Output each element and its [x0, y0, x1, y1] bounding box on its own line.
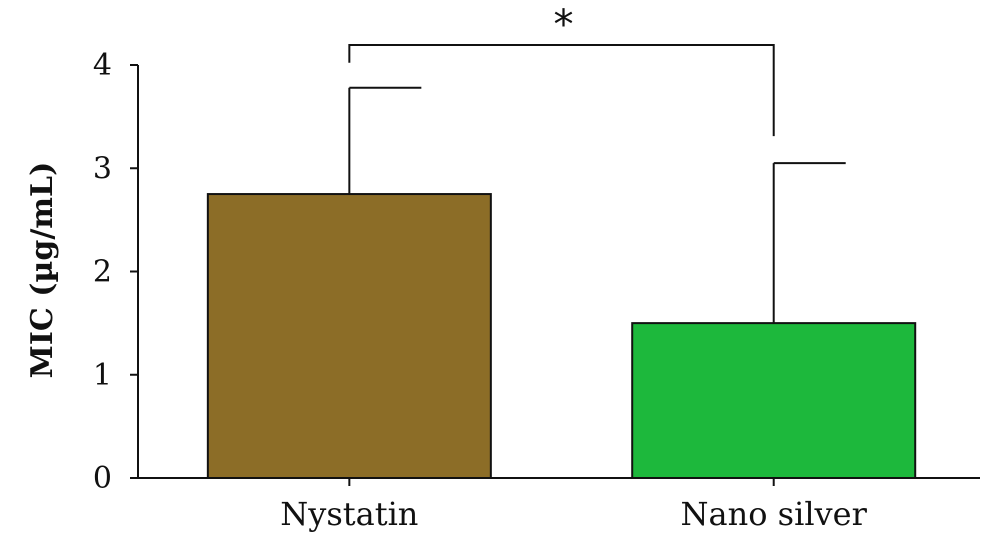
- bar-nano-silver: [631, 322, 917, 479]
- x-tick-labels: Nystatin Nano silver: [280, 478, 868, 533]
- y-axis-label: MIC (µg/mL): [25, 162, 60, 379]
- y-tick-label: 2: [93, 255, 112, 290]
- x-tick-label: Nano silver: [681, 495, 868, 533]
- y-tick-label: 1: [93, 358, 112, 393]
- bars: [206, 193, 917, 479]
- x-tick-label: Nystatin: [280, 495, 418, 533]
- y-tick-label: 0: [93, 461, 112, 496]
- y-tick-label: 3: [93, 151, 112, 186]
- significance-marker: *: [554, 2, 574, 48]
- error-bars: [348, 86, 846, 324]
- y-ticks: 0 1 2 3 4: [93, 48, 138, 496]
- significance-line: [348, 44, 775, 137]
- bar-nystatin: [206, 193, 492, 479]
- significance-bracket: *: [348, 2, 775, 137]
- y-tick-label: 4: [93, 48, 112, 83]
